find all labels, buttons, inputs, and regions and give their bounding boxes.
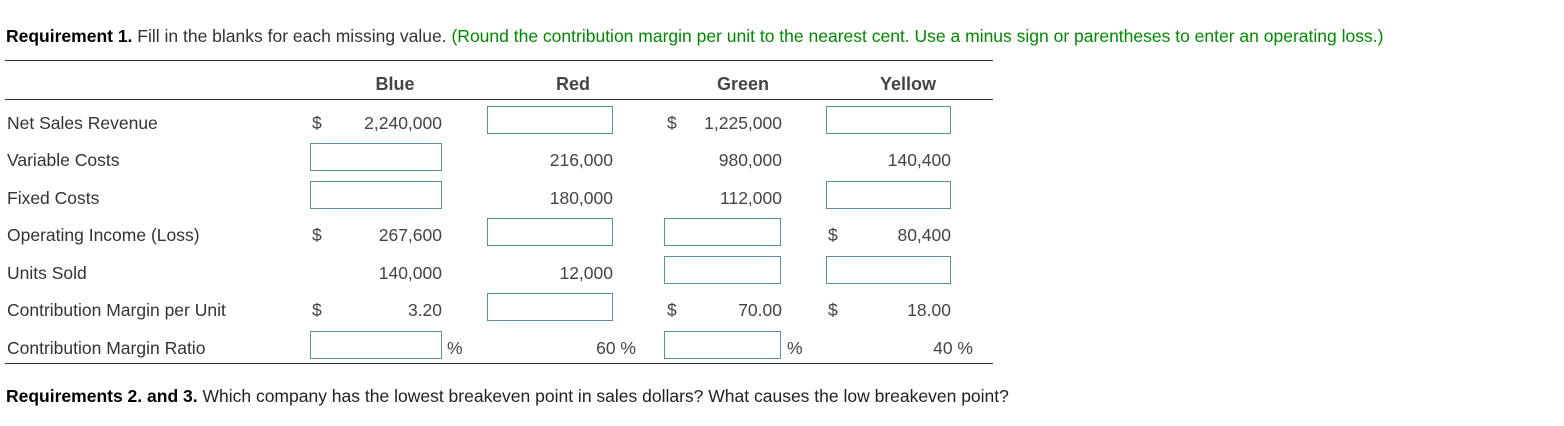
blue-cm-ratio-input[interactable] xyxy=(310,331,442,359)
green-net-sales-currency-sign: $ xyxy=(667,113,677,133)
column-header-red: Red xyxy=(555,74,590,94)
red-net-sales-input[interactable] xyxy=(487,106,613,134)
blue-net-sales-value: 2,240,000 xyxy=(364,113,442,133)
row-label-units-sold: Units Sold xyxy=(7,263,87,283)
blue-variable-costs-input[interactable] xyxy=(310,143,442,171)
table-bottom-rule xyxy=(5,363,993,364)
green-variable-costs-value: 980,000 xyxy=(718,150,782,170)
row-label-cm-per-unit: Contribution Margin per Unit xyxy=(7,300,226,320)
blue-cm-per-unit-value: 3.20 xyxy=(407,300,442,320)
row-label-cm-ratio: Contribution Margin Ratio xyxy=(7,338,206,358)
green-cm-per-unit-value: 70.00 xyxy=(738,300,782,320)
requirements-2-3-question: Requirements 2. and 3. Which company has… xyxy=(6,384,1009,408)
red-cm-ratio-value: 60 % xyxy=(596,338,636,358)
red-fixed-costs-value: 180,000 xyxy=(549,188,613,208)
requirements-2-3-text: Which company has the lowest breakeven p… xyxy=(197,386,1009,406)
green-cm-ratio-input[interactable] xyxy=(664,331,781,359)
red-operating-income-input[interactable] xyxy=(487,218,613,246)
blue-operating-income-value: 267,600 xyxy=(378,225,442,245)
row-label-variable-costs: Variable Costs xyxy=(7,150,120,170)
blue-cm-ratio-percent-sign: % xyxy=(447,338,463,358)
green-operating-income-input[interactable] xyxy=(664,218,781,246)
requirement-1-instructions: Requirement 1. Fill in the blanks for ea… xyxy=(6,24,1383,48)
yellow-variable-costs-value: 140,400 xyxy=(887,150,951,170)
column-header-yellow: Yellow xyxy=(879,74,937,94)
blue-units-sold-value: 140,000 xyxy=(378,263,442,283)
yellow-net-sales-input[interactable] xyxy=(826,106,951,134)
blue-fixed-costs-input[interactable] xyxy=(310,181,442,209)
column-header-blue: Blue xyxy=(375,74,415,94)
red-variable-costs-value: 216,000 xyxy=(549,150,613,170)
yellow-units-sold-input[interactable] xyxy=(826,256,951,284)
green-cm-ratio-percent-sign: % xyxy=(787,338,803,358)
row-label-net-sales-revenue: Net Sales Revenue xyxy=(7,113,158,133)
row-label-fixed-costs: Fixed Costs xyxy=(7,188,100,208)
requirement-1-text: Fill in the blanks for each missing valu… xyxy=(132,26,452,46)
yellow-cm-per-unit-currency-sign: $ xyxy=(828,300,838,320)
yellow-fixed-costs-input[interactable] xyxy=(826,181,951,209)
yellow-operating-income-currency-sign: $ xyxy=(828,225,838,245)
blue-cm-per-unit-currency-sign: $ xyxy=(312,300,322,320)
column-header-green: Green xyxy=(716,74,770,94)
green-units-sold-input[interactable] xyxy=(664,256,781,284)
yellow-cm-ratio-value: 40 % xyxy=(933,338,973,358)
blue-net-sales-currency-sign: $ xyxy=(312,113,322,133)
red-units-sold-value: 12,000 xyxy=(559,263,613,283)
green-cm-per-unit-currency-sign: $ xyxy=(667,300,677,320)
table-top-rule xyxy=(5,60,993,61)
red-cm-per-unit-input[interactable] xyxy=(487,293,613,321)
yellow-cm-per-unit-value: 18.00 xyxy=(907,300,951,320)
row-label-operating-income: Operating Income (Loss) xyxy=(7,225,200,245)
green-fixed-costs-value: 112,000 xyxy=(720,188,782,208)
requirement-1-label: Requirement 1. xyxy=(6,26,133,46)
requirements-2-3-label: Requirements 2. and 3. xyxy=(6,386,198,406)
green-net-sales-value: 1,225,000 xyxy=(704,113,782,133)
blue-operating-income-currency-sign: $ xyxy=(312,225,322,245)
header-bottom-rule xyxy=(5,99,993,100)
requirement-1-hint: (Round the contribution margin per unit … xyxy=(451,26,1384,46)
yellow-operating-income-value: 80,400 xyxy=(897,225,951,245)
